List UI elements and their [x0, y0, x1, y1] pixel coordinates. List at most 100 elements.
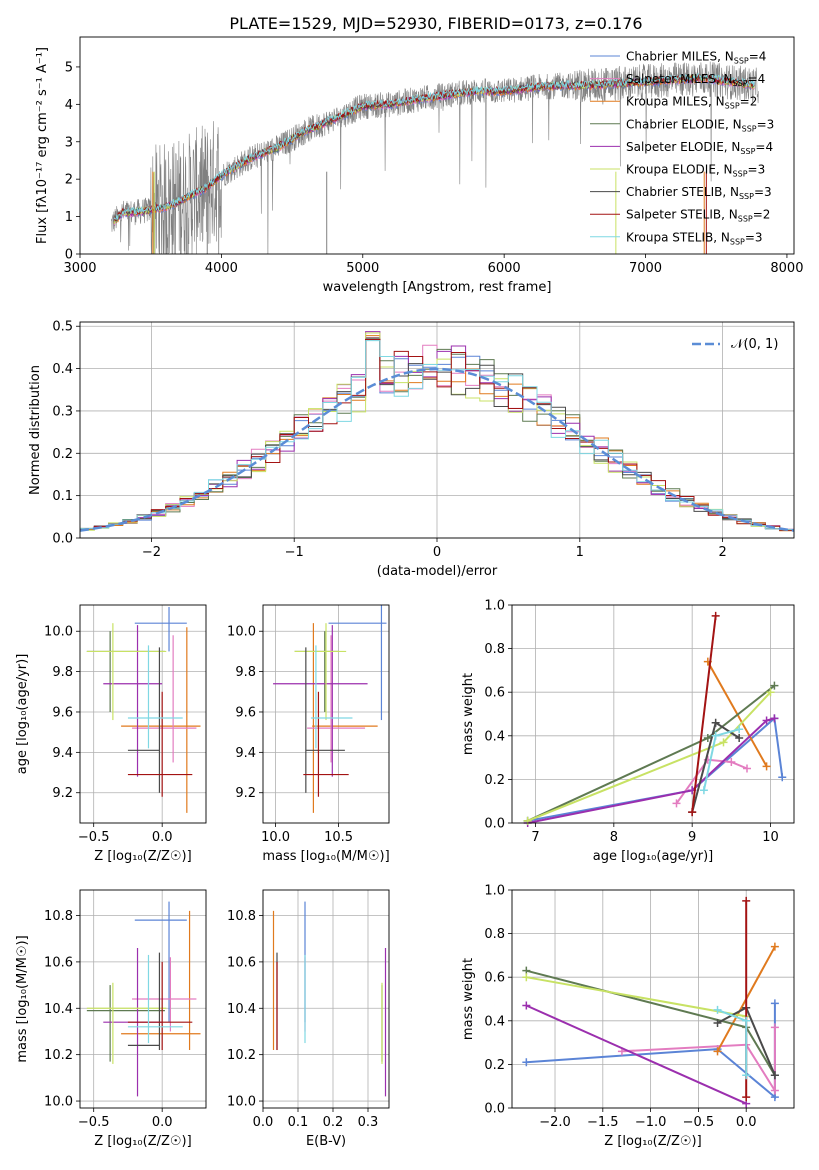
y-tick-label: 10.8	[227, 909, 256, 924]
massweight-marker	[719, 738, 728, 747]
massweight-marker	[703, 733, 712, 742]
model-spectrum-line	[113, 73, 755, 220]
x-tick-label: 0.0	[152, 830, 173, 845]
y-tick-label: 0.8	[484, 642, 505, 657]
axes-frame	[262, 889, 390, 1109]
massweight-marker	[735, 733, 744, 742]
y-axis-label: Normed distribution	[28, 365, 43, 495]
x-axis-label: mass [log₁₀(M/M☉)]	[262, 849, 389, 864]
y-tick-label: 10.0	[44, 1095, 73, 1110]
y-tick-label: 0.2	[484, 773, 505, 788]
massweight-marker	[713, 1018, 722, 1027]
y-tick-label: 10.2	[227, 1048, 256, 1063]
massweight-marker	[742, 896, 751, 905]
x-tick-label: 10.5	[324, 830, 353, 845]
figure-title: PLATE=1529, MJD=52930, FIBERID=0173, z=0…	[229, 14, 642, 33]
y-tick-label: 0.6	[484, 686, 505, 701]
y-tick-label: 1	[65, 210, 73, 225]
y-tick-label: 9.2	[52, 786, 73, 801]
axes-frame	[79, 321, 795, 539]
massweight-marker	[770, 942, 779, 951]
residual-histogram	[80, 340, 794, 530]
legend-entry: 𝒩(0, 1)	[731, 337, 778, 352]
x-tick-label: 8000	[770, 261, 803, 276]
x-tick-label: 0	[433, 545, 441, 560]
y-tick-label: 10.4	[44, 1002, 73, 1017]
x-tick-label: 9	[688, 830, 696, 845]
x-tick-label: −2.0	[539, 1115, 571, 1130]
x-tick-label: −1	[285, 545, 304, 560]
massweight-line	[527, 691, 772, 822]
legend-entry: Salpeter STELIB, NSSP=2	[626, 208, 770, 224]
y-tick-label: 10.4	[227, 1002, 256, 1017]
massweight-line	[675, 758, 748, 804]
x-axis-label: Z [log₁₀(Z/Z☉)]	[604, 1134, 701, 1149]
massweight-marker	[688, 808, 697, 817]
massweight-line	[527, 716, 784, 822]
x-tick-label: −2	[142, 545, 161, 560]
y-tick-label: 0.4	[484, 729, 505, 744]
y-tick-label: 0.1	[52, 489, 73, 504]
y-tick-label: 10.6	[227, 955, 256, 970]
legend-entry: Salpeter ELODIE, NSSP=4	[626, 140, 773, 156]
y-tick-label: 0.5	[52, 320, 73, 335]
spectrum-axes: 3000 4000 5000 6000 7000 8000 0 1 2 3 4 5 wavelength…	[35, 47, 803, 295]
massweight-marker	[713, 1005, 722, 1014]
massweight-marker	[742, 1093, 751, 1102]
legend-entry: Chabrier STELIB, NSSP=3	[626, 185, 772, 201]
y-tick-label: 10.6	[44, 955, 73, 970]
y-tick-label: 0	[65, 248, 73, 263]
massweight-marker	[762, 762, 771, 771]
y-tick-label: 10.2	[44, 1048, 73, 1063]
x-tick-label: −0.5	[78, 830, 110, 845]
ebv-mass-axes: 0.0 0.1 0.2 0.3 10.0 10.2 10.4 10.6 10.8 E(B-V)	[227, 890, 389, 1149]
x-axis-label: (data-model)/error	[377, 564, 498, 579]
y-tick-label: 10.0	[44, 625, 73, 640]
x-tick-label: 0.0	[736, 1115, 757, 1130]
y-tick-label: 0.4	[52, 362, 73, 377]
legend-entry: Chabrier MILES, NSSP=4	[626, 50, 766, 66]
x-tick-label: 8	[610, 830, 618, 845]
x-tick-label: 10	[762, 830, 779, 845]
model-spectrum-line	[113, 73, 755, 222]
massweight-marker	[522, 973, 531, 982]
y-tick-label: 0.0	[484, 1102, 505, 1117]
y-tick-label: 5	[65, 60, 73, 75]
normal-curve	[80, 367, 794, 532]
y-axis-label: Flux [fλ10⁻¹⁷ erg cm⁻² s⁻¹ A⁻¹]	[35, 47, 50, 244]
age-massweight-axes: 7 8 9 10 0.0 0.2 0.4 0.6 0.8 1.0 age [log₁₀(age/yr…	[461, 599, 794, 864]
x-tick-label: 6000	[488, 261, 521, 276]
y-tick-label: 10.0	[227, 1095, 256, 1110]
x-tick-label: −0.5	[683, 1115, 715, 1130]
y-tick-label: 10.8	[44, 909, 73, 924]
y-tick-label: 4	[65, 98, 73, 113]
spectrum-legend: Chabrier MILES, NSSP=4 Salpeter MILES, NS…	[590, 50, 774, 246]
massweight-marker	[522, 1001, 531, 1010]
x-tick-label: −0.5	[78, 1115, 110, 1130]
massweight-marker	[770, 714, 779, 723]
legend-entry: Salpeter MILES, NSSP=4	[626, 72, 765, 88]
massweight-line	[526, 976, 747, 1018]
legend-entry: Kroupa ELODIE, NSSP=3	[626, 163, 765, 179]
y-tick-label: 0.8	[484, 927, 505, 942]
mass-age-axes: 10.0 10.5 9.2 9.4 9.6 9.8 10.0 mass [log₁₀(M/M☉…	[227, 605, 390, 864]
massweight-line	[527, 717, 775, 823]
y-tick-label: 9.2	[235, 786, 256, 801]
x-axis-label: Z [log₁₀(Z/Z☉)]	[94, 849, 191, 864]
massweight-marker	[742, 1071, 751, 1080]
massweight-marker	[522, 1058, 531, 1067]
axes-frame	[79, 604, 207, 824]
massweight-marker	[711, 731, 720, 740]
x-tick-label: 0.0	[152, 1115, 173, 1130]
axes-frame	[79, 36, 795, 255]
x-tick-label: 0.3	[358, 1115, 379, 1130]
y-axis-label: age [log₁₀(age/yr)]	[15, 654, 30, 775]
legend-entry: Chabrier ELODIE, NSSP=3	[626, 117, 774, 133]
y-axis-label: mass [log₁₀(M/M☉)]	[15, 935, 30, 1062]
massweight-line	[527, 684, 776, 822]
y-tick-label: 9.6	[235, 705, 256, 720]
legend-entry: Kroupa MILES, NSSP=2	[626, 95, 757, 111]
massweight-marker	[743, 764, 751, 773]
massweight-marker	[742, 1016, 751, 1025]
